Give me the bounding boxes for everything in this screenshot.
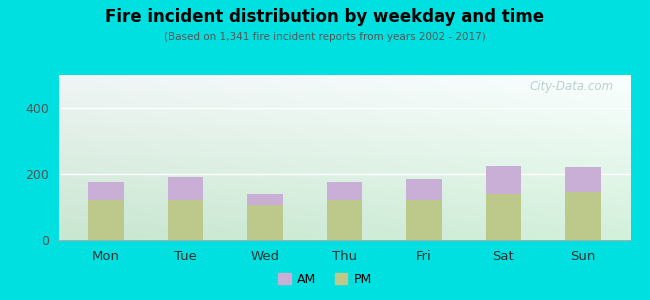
Text: Fire incident distribution by weekday and time: Fire incident distribution by weekday an…	[105, 8, 545, 26]
Bar	[406, 179, 442, 200]
Bar	[88, 182, 124, 200]
Bar	[486, 194, 521, 240]
Bar	[565, 192, 601, 240]
Text: City-Data.com: City-Data.com	[529, 80, 614, 93]
Legend: AM, PM: AM, PM	[273, 268, 377, 291]
Bar	[486, 166, 521, 194]
Bar	[168, 200, 203, 240]
Bar	[326, 182, 363, 200]
Bar	[406, 200, 442, 240]
Bar	[326, 200, 363, 240]
Bar	[565, 167, 601, 192]
Bar	[88, 200, 124, 240]
Bar	[247, 194, 283, 205]
Text: (Based on 1,341 fire incident reports from years 2002 - 2017): (Based on 1,341 fire incident reports fr…	[164, 32, 486, 41]
Bar	[168, 177, 203, 200]
Bar	[247, 205, 283, 240]
